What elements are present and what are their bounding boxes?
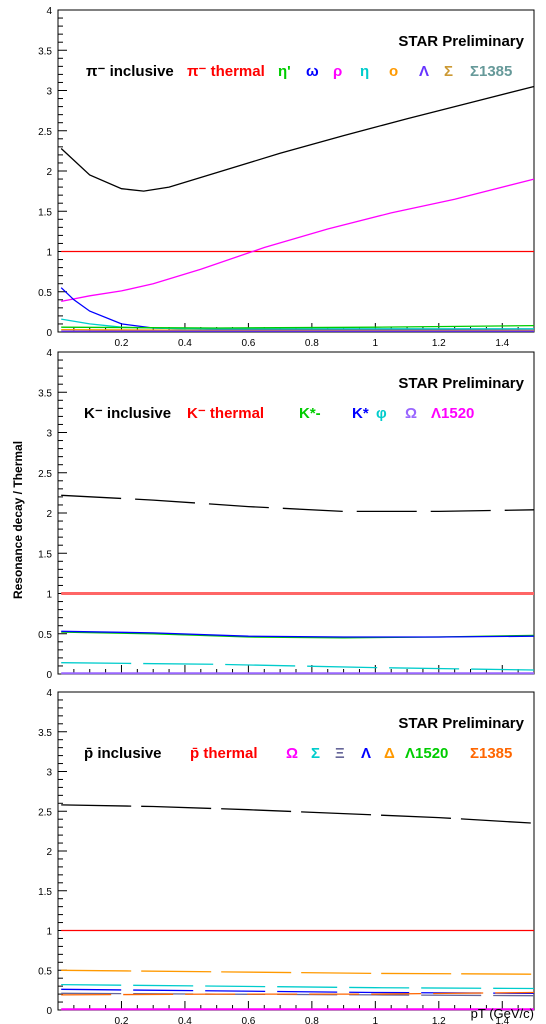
- legend-entry: ω: [306, 63, 319, 80]
- legend-entry: Ω: [405, 405, 417, 422]
- series-line-7: [61, 991, 535, 996]
- y-tick-label: 3: [46, 768, 52, 779]
- y-tick-label: 3.5: [38, 46, 52, 57]
- x-tick-label: 0.6: [241, 1016, 255, 1024]
- star-preliminary-label: STAR Preliminary: [398, 33, 524, 50]
- legend-entry: Λ1520: [405, 745, 448, 762]
- legend-entry: Σ1385: [470, 63, 512, 80]
- legend-entry: K*: [352, 405, 369, 422]
- series-line-6: [61, 324, 535, 329]
- y-tick-label: 1.5: [38, 207, 52, 218]
- x-tick-label: 1.2: [432, 338, 446, 349]
- legend-entry: η': [278, 63, 291, 80]
- y-axis-label: Resonance decay / Thermal: [11, 441, 25, 599]
- x-tick-label: 0.8: [305, 1016, 319, 1024]
- y-tick-label: 3: [46, 87, 52, 98]
- y-tick-label: 0: [46, 1006, 52, 1017]
- y-tick-label: 2: [46, 509, 52, 520]
- legend-entry: ρ: [333, 63, 342, 80]
- series-line-3: [61, 178, 535, 303]
- series-line-1: [60, 85, 535, 192]
- legend-entry: π⁻ thermal: [187, 63, 265, 80]
- legend-entry: φ: [376, 405, 387, 422]
- x-tick-label: 1.2: [432, 1016, 446, 1024]
- x-tick-label: 1: [373, 1016, 379, 1024]
- legend-entry: K⁻ inclusive: [84, 405, 171, 422]
- y-tick-label: 3.5: [38, 728, 52, 739]
- x-tick-label: 0.4: [178, 1016, 192, 1024]
- series-line-4: [61, 630, 535, 638]
- y-tick-label: 2: [46, 847, 52, 858]
- plot-frame: [57, 351, 535, 675]
- legend-entry: Λ: [361, 745, 371, 762]
- x-tick-label: 0.2: [115, 1016, 129, 1024]
- y-tick-label: 2.5: [38, 469, 52, 480]
- panel-2: 0 0.5 1 1.5 2 2.5 3 3.5 4 STAR Preliminary K⁻ incl…: [38, 348, 535, 681]
- legend-entry: Λ: [419, 63, 429, 80]
- legend-entry: π⁻ inclusive: [86, 63, 174, 80]
- y-tick-label: 1: [46, 590, 52, 601]
- legend-entry: Δ: [384, 745, 395, 762]
- x-tick-label: 1: [373, 338, 379, 349]
- legend-entry: p̄ thermal: [190, 745, 258, 762]
- legend-entry: Ξ: [335, 745, 345, 762]
- legend-entry: K⁻ thermal: [187, 405, 264, 422]
- panel-3: 0 0.5 1 1.5 2 2.5 3 3.5 4 0.2 0.4 0.6 0.8 1 1.2 1.4 STAR…: [38, 688, 535, 1024]
- plot-frame: [57, 9, 535, 333]
- y-tick-label: 4: [46, 688, 52, 699]
- legend-entry: K*-: [299, 405, 321, 422]
- series-line-1: [61, 804, 535, 824]
- y-tick-label: 4: [46, 6, 52, 17]
- x-tick-label: 0.2: [115, 338, 129, 349]
- y-tick-label: 0.5: [38, 288, 52, 299]
- y-tick-label: 1.5: [38, 887, 52, 898]
- x-tick-label: 0.8: [305, 338, 319, 349]
- series-line-5: [61, 662, 535, 671]
- y-tick-label: 4: [46, 348, 52, 359]
- y-tick-label: 1: [46, 248, 52, 259]
- y-tick-label: 3: [46, 429, 52, 440]
- legend-entry: Σ1385: [470, 745, 512, 762]
- y-tick-label: 0: [46, 670, 52, 681]
- y-tick-label: 0.5: [38, 630, 52, 641]
- y-tick-label: 3.5: [38, 388, 52, 399]
- series-line-1: [61, 494, 535, 513]
- legend-entry: p̄ inclusive: [84, 745, 162, 762]
- y-tick-label: 2.5: [38, 127, 52, 138]
- legend-entry: o: [389, 63, 398, 80]
- series-line-7: [61, 328, 534, 332]
- legend-entry: Ω: [286, 745, 298, 762]
- panel-1: 0 0.5 1 1.5 2 2.5 3 3.5 4 0.2 0.4 0.6 0.8 1 1.2 1.4 STAR…: [38, 6, 535, 349]
- x-axis-label: pT (GeV/c): [471, 1006, 534, 1021]
- series-line-3: [61, 969, 535, 975]
- star-preliminary-label: STAR Preliminary: [398, 715, 524, 732]
- x-tick-label: 1.4: [495, 338, 509, 349]
- y-tick-label: 1.5: [38, 549, 52, 560]
- x-tick-label: 0.4: [178, 338, 192, 349]
- legend-entry: Λ1520: [431, 405, 474, 422]
- star-preliminary-label: STAR Preliminary: [398, 375, 524, 392]
- legend-entry: Σ: [311, 745, 320, 762]
- plot-frame: [57, 691, 535, 1011]
- x-tick-label: 0.6: [241, 338, 255, 349]
- y-tick-label: 0: [46, 328, 52, 339]
- y-tick-label: 2.5: [38, 807, 52, 818]
- series-line-4: [61, 983, 535, 990]
- y-tick-label: 2: [46, 167, 52, 178]
- y-tick-label: 0.5: [38, 966, 52, 977]
- y-tick-label: 1: [46, 927, 52, 938]
- legend-entry: η: [360, 63, 369, 80]
- series-line-4: [60, 287, 535, 332]
- legend-entry: Σ: [444, 63, 453, 80]
- x-tick-label: 1.4: [495, 1016, 509, 1024]
